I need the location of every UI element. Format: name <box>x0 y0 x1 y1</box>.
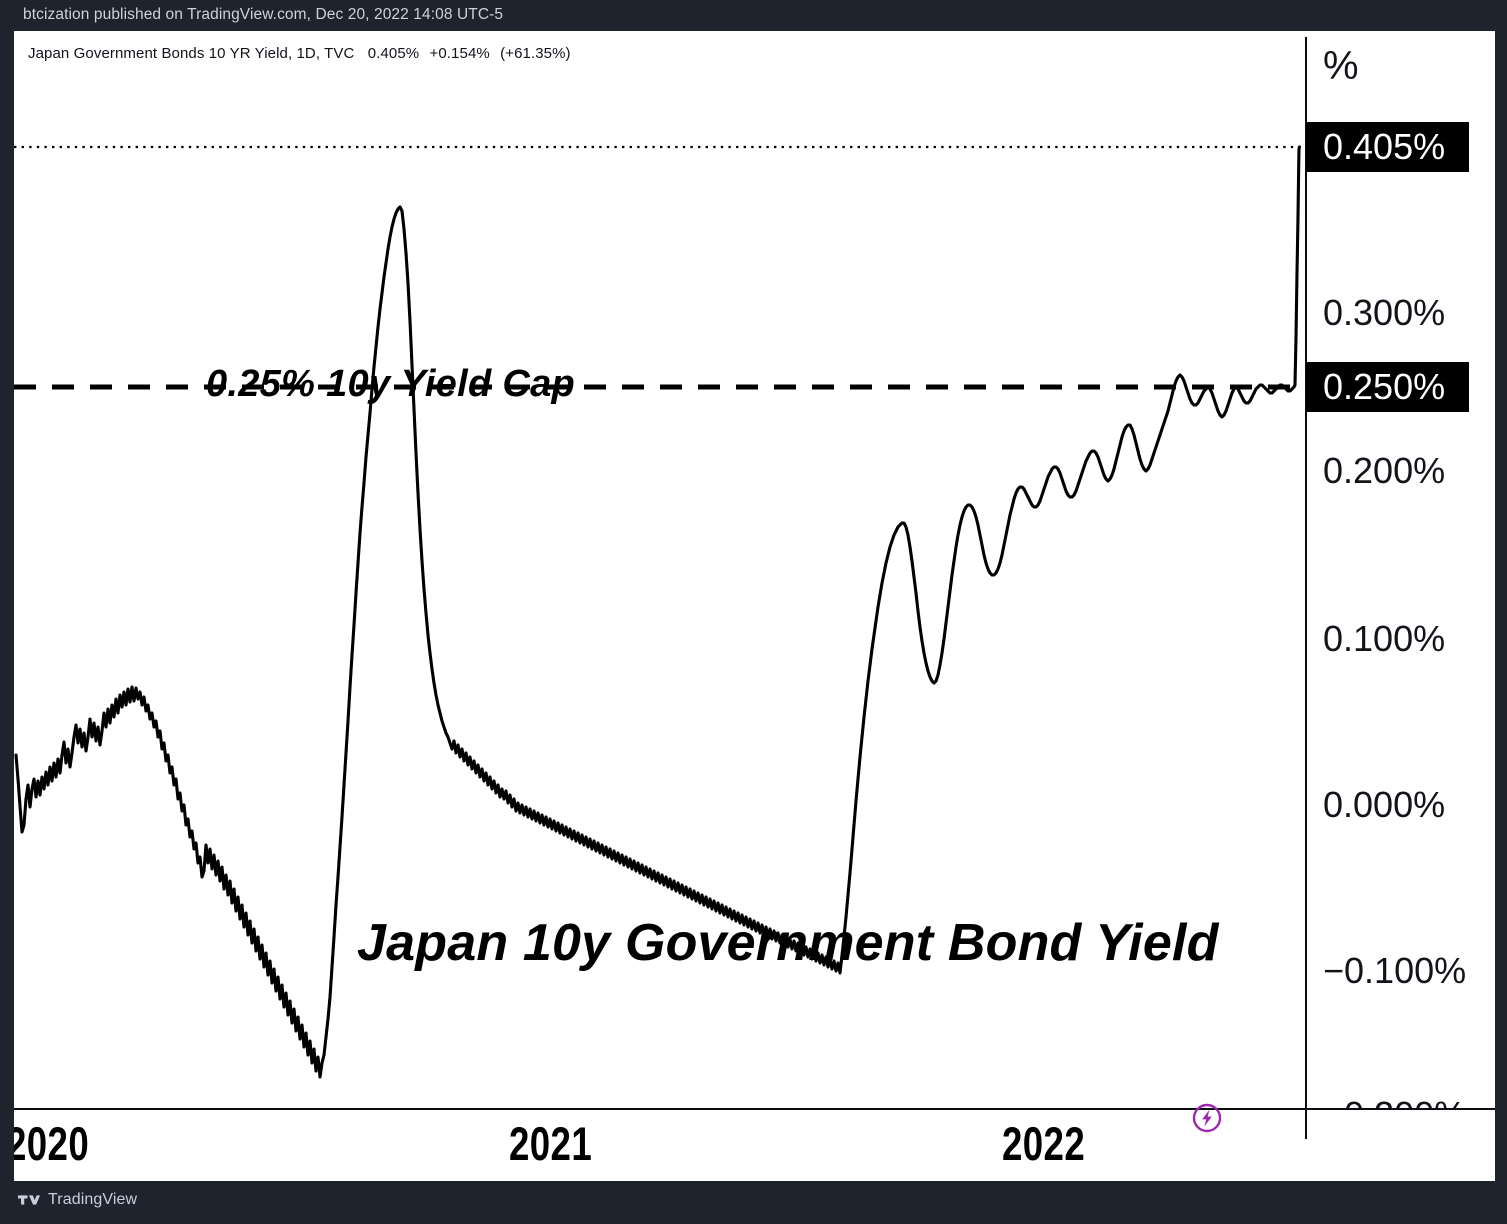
tradingview-logo[interactable]: TradingView <box>18 1191 137 1209</box>
price-tick-badge-last: 0.405% <box>1306 122 1469 172</box>
footer-bar: TradingView <box>0 1181 1507 1224</box>
price-plot-svg <box>14 145 1305 1079</box>
legend-change-absolute: +0.154% <box>429 45 490 62</box>
time-tick-2022: 2022 <box>1002 1117 1086 1170</box>
legend-change-percent: (+61.35%) <box>500 45 571 62</box>
tradingview-wordmark: TradingView <box>48 1191 138 1208</box>
legend-last-price: 0.405% <box>367 45 420 62</box>
yield-series-line <box>14 145 1301 1079</box>
chart-legend[interactable]: Japan Government Bonds 10 YR Yield, 1D, … <box>28 45 577 62</box>
price-tick-label-neg0200: −0.200% <box>1323 1097 1466 1109</box>
price-tick-label-neg0100: −0.100% <box>1323 950 1467 991</box>
tradingview-logo-mark <box>18 1195 40 1205</box>
price-scale-separator <box>1305 37 1307 1139</box>
legend-symbol-description: Japan Government Bonds 10 YR Yield, 1D, … <box>28 45 355 62</box>
percent-unit-text: % <box>1323 44 1359 88</box>
price-tick-label-0300: 0.300% <box>1323 292 1446 333</box>
time-tick-2020: 2020 <box>14 1117 90 1170</box>
price-tick-label-0200: 0.200% <box>1323 450 1446 491</box>
yield-cap-annotation-label[interactable]: 0.25% 10y Yield Cap <box>206 363 576 405</box>
time-axis-separator <box>14 1108 1495 1110</box>
series-title-annotation[interactable]: Japan 10y Government Bond Yield <box>357 914 1219 972</box>
time-tick-2021: 2021 <box>509 1117 593 1170</box>
price-tick-label-0250: 0.250% <box>1323 366 1446 407</box>
price-tick-label-0405: 0.405% <box>1323 126 1446 167</box>
chart-card: Japan Government Bonds 10 YR Yield, 1D, … <box>14 31 1495 1181</box>
plot-area[interactable] <box>14 37 1305 1108</box>
price-tick-badge-yield-cap: 0.250% <box>1306 362 1469 412</box>
time-axis[interactable]: 2020 2021 2022 2023 <box>14 1110 1495 1181</box>
publish-strip: btcization published on TradingView.com,… <box>0 0 1507 28</box>
price-tick-label-0000: 0.000% <box>1323 784 1446 825</box>
price-tick-label-0100: 0.100% <box>1323 618 1446 659</box>
price-scale[interactable]: % 0.405% 0.300% 0.250% 0.200% 0.100% 0.0… <box>1306 37 1495 1108</box>
lightning-bolt-icon[interactable] <box>1191 1102 1223 1134</box>
price-scale-unit-label: % <box>1323 46 1359 86</box>
publish-attribution-text: btcization published on TradingView.com,… <box>23 6 504 23</box>
